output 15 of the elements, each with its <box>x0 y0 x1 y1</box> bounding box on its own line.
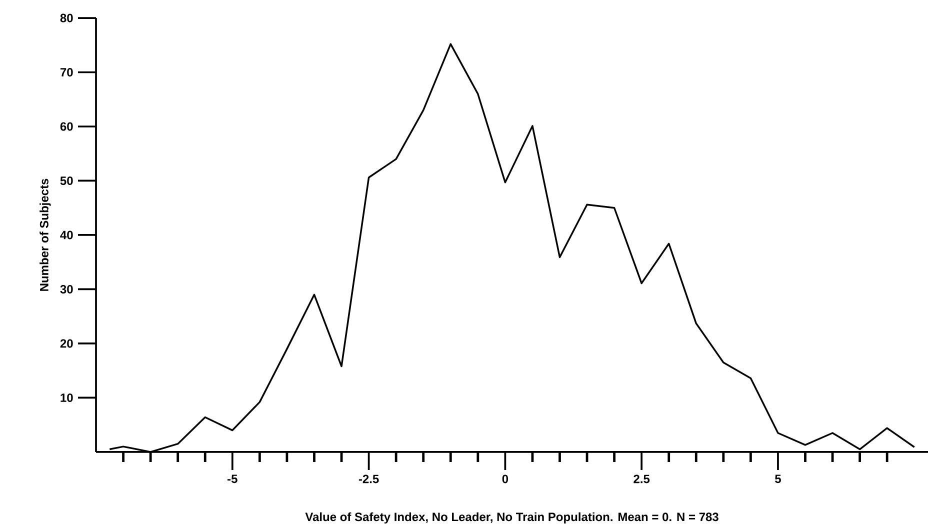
y-tick-label: 30 <box>60 284 73 294</box>
x-tick-label: 5 <box>775 474 781 484</box>
y-tick-label: 20 <box>60 339 73 348</box>
x-tick-label: -2.5 <box>358 474 379 484</box>
y-tick-label: 70 <box>60 68 73 77</box>
y-tick-label: 40 <box>60 230 73 240</box>
y-axis-title: Number of Subjects <box>40 178 51 291</box>
y-tick-label: 80 <box>60 14 73 22</box>
y-tick-label: 10 <box>60 393 73 402</box>
x-tick-label: 0 <box>502 474 508 484</box>
y-tick-label: 50 <box>60 176 73 186</box>
x-tick-label: -5 <box>228 474 238 484</box>
x-axis-title: Value of Safety Index, No Leader, No Train Population. Mean = 0. N = 783 <box>305 512 718 524</box>
y-tick-label: 60 <box>60 122 73 131</box>
x-tick-label: 2.5 <box>634 474 650 484</box>
